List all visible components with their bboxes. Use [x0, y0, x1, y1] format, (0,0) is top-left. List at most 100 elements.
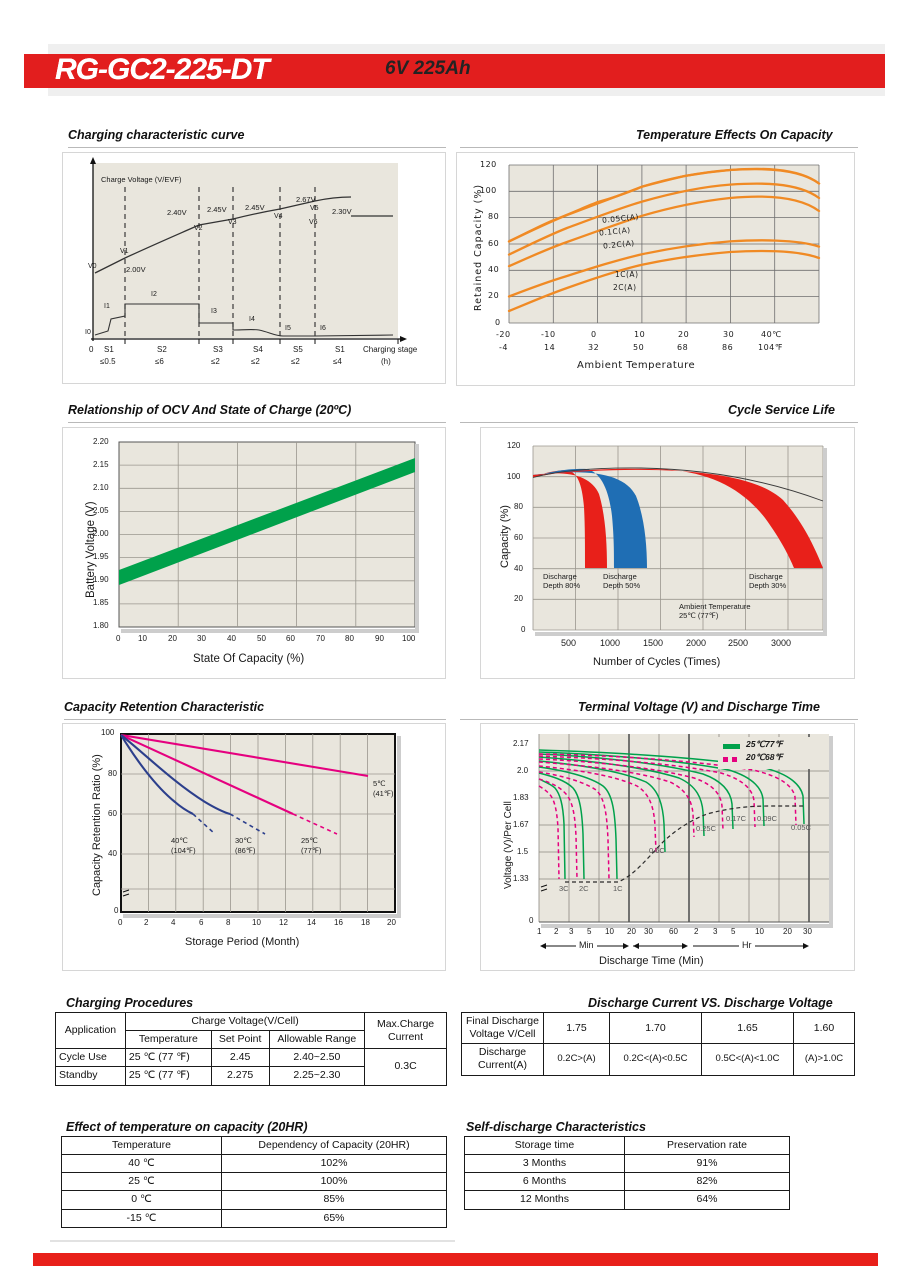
tv-xtick-min-5: 20 — [627, 927, 636, 936]
title-temp-effects: Temperature Effects On Capacity — [636, 128, 833, 142]
cr-xtick-3: 6 — [199, 918, 204, 927]
th-dependency-col: Dependency of Capacity (20HR) — [221, 1135, 447, 1156]
cr-label-5c: 5℃ (41℉) — [373, 779, 394, 798]
title-charging-curve: Charging characteristic curve — [68, 128, 245, 142]
label-I5: I5 — [285, 325, 291, 332]
cell-rate-6m: 82% — [624, 1172, 790, 1192]
table-row: Standby 25 ℃ (77 ℉) 2.275 2.25~2.30 — [55, 1066, 447, 1086]
rate-3c: 3C — [559, 884, 569, 893]
rule-ocv — [68, 422, 446, 423]
cycle-xlabel: Number of Cycles (Times) — [593, 656, 721, 668]
title-cycle-life: Cycle Service Life — [728, 403, 836, 417]
ocv-ylabel: Battery Voltage (V) — [85, 501, 97, 598]
table-charging-procedures: Application Charge Voltage(V/Cell) Max.C… — [55, 1011, 447, 1086]
stage-dur-4: ≤2 — [251, 357, 260, 366]
table-row: Cycle Use 25 ℃ (77 ℉) 2.45 2.40~2.50 0.3… — [55, 1048, 447, 1086]
label-V2: V2 — [194, 225, 203, 232]
temp-ylabel: Retained Capacity (%) — [473, 183, 484, 311]
stage-S4: S4 — [253, 345, 263, 354]
title-capacity-retention: Capacity Retention Characteristic — [64, 700, 265, 714]
title-discharge-current: Discharge Current VS. Discharge Voltage — [588, 996, 833, 1010]
tv-xtick-min-4: 10 — [605, 927, 614, 936]
stage-S1a: S1 — [104, 345, 114, 354]
rate-0.17c: 0.17C — [726, 814, 747, 823]
cr-xtick-9: 18 — [361, 918, 370, 927]
title-ocv: Relationship of OCV And State of Charge … — [68, 403, 352, 417]
charging-curve-chart — [90, 157, 407, 344]
label-V6: V6 — [309, 219, 318, 226]
cell-current-1: 0.2C>(A) — [543, 1043, 610, 1076]
tv-xtick-hr-4: 20 — [783, 927, 792, 936]
panel-temp-effects: 120 100 80 60 40 20 0 0.05C(A) 0.1C(A) 0… — [456, 152, 855, 386]
xtick-c-6: 40℃ — [761, 330, 782, 339]
xtick-c-5: 30 — [723, 330, 735, 339]
model-number: RG-GC2-225-DT — [55, 53, 270, 86]
xtick-c-4: 20 — [678, 330, 690, 339]
label-2.40V: 2.40V — [167, 208, 187, 217]
charging-origin: 0 — [89, 345, 94, 354]
th-charge-voltage: Charge Voltage(V/Cell) — [124, 1011, 366, 1032]
cycle-xtick-3: 2000 — [686, 638, 707, 648]
series-label-2C: 2C(A) — [613, 283, 637, 292]
cell-range-standby: 2.25~2.30 — [268, 1066, 366, 1086]
tv-xtick-hr-0: 2 — [694, 927, 699, 936]
cr-ylabel: Capacity Retention Ratio (%) — [91, 754, 103, 896]
xtick-f-6: 104℉ — [758, 343, 783, 352]
legend-20c: 20℃68℉ — [746, 752, 783, 762]
th-final-discharge-voltage: Final Discharge Voltage V/Cell — [461, 1011, 544, 1045]
footer-red-bar — [33, 1253, 878, 1266]
tv-xtick-min-6: 30 — [644, 927, 653, 936]
rate-0.09c: 0.09C — [757, 814, 778, 823]
header-red-band — [24, 54, 885, 88]
table-row: 25 ℃ 100% — [61, 1172, 447, 1192]
cr-xtick-5: 10 — [252, 918, 261, 927]
rule-temp-effects — [460, 147, 858, 148]
th-set-point: Set Point — [210, 1030, 270, 1050]
panel-charging-curve: Charge Voltage (V/EVF) V0 V1 2.00V 2.40V… — [62, 152, 446, 384]
panel-terminal-voltage: 2.17 2.0 1.83 1.67 1.5 1.33 0 25℃77℉ 20℃… — [480, 723, 855, 971]
cycle-life-chart — [532, 445, 827, 636]
cr-xlabel: Storage Period (Month) — [185, 936, 300, 948]
cell-current-2: 0.2C<(A)<0.5C — [609, 1043, 702, 1076]
rate-0.25c: 0.25C — [696, 824, 717, 833]
rule-charging-curve — [68, 147, 446, 148]
tv-ylabel: Voltage (V)/Per Cell — [503, 801, 514, 889]
label-I0: I0 — [85, 329, 91, 336]
ocv-chart — [118, 441, 419, 633]
tv-xtick-min-3: 5 — [587, 927, 592, 936]
cell-current-4: (A)>1.0C — [793, 1043, 855, 1076]
tv-xtick-hr-5: 30 — [803, 927, 812, 936]
cell-voltage-1.65: 1.65 — [701, 1011, 794, 1045]
annot-dod50: Discharge Depth 50% — [603, 572, 641, 591]
cell-application-standby: Standby — [55, 1066, 126, 1086]
th-discharge-current: Discharge Current(A) — [461, 1043, 544, 1076]
cr-xtick-10: 20 — [387, 918, 396, 927]
cell-rate-3m: 91% — [624, 1154, 790, 1174]
rule-capacity-retention — [64, 719, 446, 720]
panel-ocv: 2.20 2.15 2.10 2.05 2.00 1.95 1.90 1.85 … — [62, 427, 446, 679]
annot-ambient-temp: Ambient Temperature 25℃ (77℉) — [679, 602, 751, 621]
footer-divider — [50, 1240, 455, 1242]
xtick-f-4: 68 — [677, 343, 689, 352]
xtick-c-1: -10 — [541, 330, 556, 339]
table-row: Temperature Dependency of Capacity (20HR… — [61, 1135, 447, 1156]
label-V5: V5 — [310, 205, 319, 212]
rate-2c: 2C — [579, 884, 589, 893]
label-2.30V: 2.30V — [332, 207, 352, 216]
table-row: -15 ℃ 65% — [61, 1208, 447, 1228]
stage-S2: S2 — [157, 345, 167, 354]
tv-xtick-hr-3: 10 — [755, 927, 764, 936]
cell-temp-cycle-use: 25 ℃ (77 ℉) — [124, 1048, 212, 1068]
th-preservation-rate: Preservation rate — [624, 1135, 790, 1156]
terminal-voltage-chart — [538, 734, 833, 949]
stage-dur-5: ≤2 — [291, 357, 300, 366]
xtick-f-3: 50 — [633, 343, 645, 352]
table-row: 40 ℃ 102% — [61, 1154, 447, 1174]
title-effect-temp: Effect of temperature on capacity (20HR) — [66, 1120, 308, 1134]
cell-range-cycle-use: 2.40~2.50 — [268, 1048, 366, 1068]
cell-rate-12m: 64% — [624, 1190, 790, 1210]
cr-label-40c: 40℃ (104℉) — [171, 836, 196, 855]
stage-S1b: S1 — [335, 345, 345, 354]
cr-xtick-8: 16 — [334, 918, 343, 927]
table-row: Temperature Set Point Allowable Range — [56, 1030, 447, 1050]
